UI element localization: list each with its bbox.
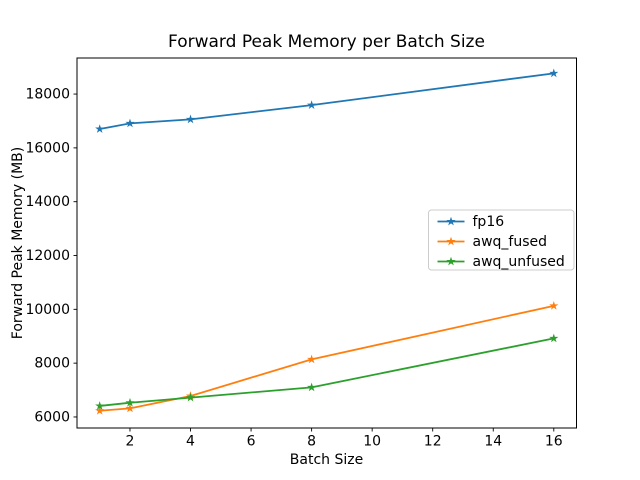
y-tick-label: 18000 — [25, 87, 70, 103]
marker-awq_fused — [307, 354, 317, 364]
legend-label-awq_unfused: awq_unfused — [473, 254, 565, 270]
marker-awq_fused — [125, 403, 135, 413]
series-layer — [95, 68, 559, 415]
marker-fp16 — [125, 118, 135, 128]
x-axis-label: Batch Size — [290, 452, 363, 468]
marker-awq_unfused — [307, 382, 317, 392]
x-tick-label: 6 — [247, 434, 256, 450]
chart-title: Forward Peak Memory per Batch Size — [168, 32, 485, 52]
marker-fp16 — [185, 114, 196, 124]
series-line-fp16 — [99, 72, 554, 130]
legend-label-awq_fused: awq_fused — [473, 234, 548, 250]
marker-awq_unfused — [185, 392, 196, 402]
y-tick-label: 14000 — [25, 194, 70, 210]
marker-awq_fused — [549, 301, 559, 310]
marker-fp16 — [549, 68, 559, 78]
axes-layer: 2 4 6 8 10 12 14 16 6000 8000 10000 12000 14000 16000… — [25, 57, 577, 450]
y-axis-label: Forward Peak Memory (MB) — [10, 147, 26, 339]
marker-fp16 — [95, 124, 105, 133]
marker-fp16 — [307, 100, 317, 109]
y-tick-label: 12000 — [25, 248, 70, 264]
legend-box — [428, 209, 575, 271]
y-tick-label: 10000 — [25, 302, 70, 318]
legend: fp16 awq_fused awq_unfused — [428, 209, 575, 271]
x-tick-label: 16 — [545, 434, 563, 450]
legend-label-fp16: fp16 — [473, 214, 505, 230]
plot-spines — [76, 57, 577, 429]
marker-awq_unfused — [95, 401, 105, 410]
x-tick-label: 2 — [126, 434, 135, 450]
series-line-awq_unfused — [99, 337, 554, 407]
y-tick-label: 16000 — [25, 140, 70, 156]
x-tick-label: 14 — [484, 434, 502, 450]
x-tick-label: 10 — [363, 434, 381, 450]
y-tick-label: 8000 — [34, 356, 70, 372]
x-tick-label: 4 — [186, 434, 195, 450]
marker-awq_fused — [95, 405, 105, 415]
x-tick-label: 8 — [307, 434, 316, 450]
y-tick-label: 6000 — [34, 409, 70, 425]
legend-swatch-marker-fp16 — [446, 216, 456, 226]
legend-swatch-marker-awq_fused — [446, 236, 456, 246]
marker-awq_unfused — [125, 397, 135, 407]
series-line-awq_fused — [99, 304, 554, 412]
legend-swatch-marker-awq_unfused — [446, 256, 456, 266]
marker-awq_unfused — [549, 333, 559, 343]
x-tick-label: 12 — [424, 434, 442, 450]
